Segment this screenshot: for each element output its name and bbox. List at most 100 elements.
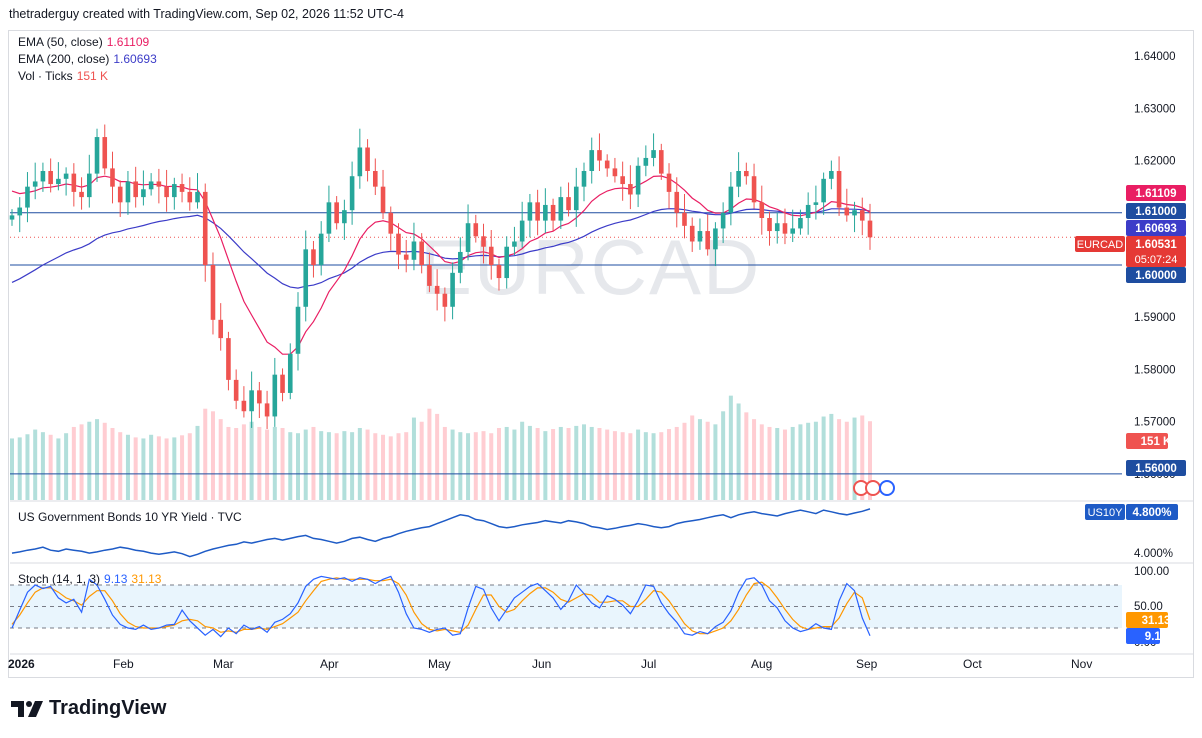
volume-bar	[110, 428, 115, 500]
legend-volume[interactable]: Vol · Ticks 151 K	[18, 69, 108, 83]
candle-body	[720, 212, 726, 229]
tradingview-logo[interactable]: TradingView	[11, 697, 166, 720]
candle-body	[172, 184, 177, 198]
candle-body	[218, 319, 224, 339]
volume-bar	[102, 422, 107, 500]
volume-bar	[419, 421, 424, 500]
candle-body	[233, 379, 239, 401]
legend-us10y[interactable]: US Government Bonds 10 YR Yield · TVC	[18, 510, 242, 524]
candle-body	[380, 186, 386, 213]
candle-body	[133, 181, 138, 198]
volume-bar	[187, 433, 192, 500]
volume-bar	[334, 433, 339, 500]
candle-body	[836, 171, 842, 208]
volume-bar	[365, 429, 370, 500]
volume-bar	[504, 426, 509, 500]
time-axis-label: Nov	[1071, 657, 1092, 671]
volume-bar	[234, 428, 239, 500]
candle-body	[141, 189, 146, 198]
volume-bar	[744, 412, 749, 500]
volume-bar	[319, 431, 324, 500]
time-axis-label: Mar	[213, 657, 234, 671]
legend-volume-value: 151 K	[76, 69, 109, 83]
volume-bar	[64, 433, 69, 500]
candle-body	[805, 204, 811, 218]
chart-frame	[8, 30, 1194, 678]
candle-body	[32, 181, 38, 187]
candle-body	[852, 210, 857, 216]
candle-body	[342, 210, 347, 224]
candle-body	[782, 223, 788, 234]
candle-body	[751, 176, 757, 203]
candle-body	[94, 137, 100, 174]
volume-bar	[156, 436, 161, 500]
ema200-line	[11, 208, 871, 289]
volume-bar	[512, 429, 517, 500]
volume-badge-bg	[1126, 433, 1168, 449]
us10y-value-badge-bg	[1126, 504, 1178, 520]
time-axis-label: Jul	[641, 657, 656, 671]
time-axis-label: Oct	[963, 657, 982, 671]
candle-body	[558, 197, 564, 221]
candle-body	[226, 338, 231, 380]
candle-body	[179, 184, 185, 192]
candle-body	[481, 236, 486, 247]
volume-bar	[195, 425, 200, 500]
volume-badge: 151 K	[1141, 436, 1172, 448]
candle-body	[821, 178, 826, 203]
volume-bar	[450, 429, 455, 500]
volume-bar	[133, 437, 138, 500]
legend-ema200[interactable]: EMA (200, close) 1.60693	[18, 52, 157, 66]
volume-bar	[404, 432, 409, 500]
volume-bar	[775, 428, 780, 500]
candle-body	[388, 212, 394, 234]
tradingview-logo-icon	[11, 700, 43, 717]
volume-bar	[265, 429, 270, 500]
volume-bar	[180, 435, 185, 500]
legend-stoch-k-value: 9.13	[104, 572, 128, 586]
candle-body	[790, 228, 796, 234]
candle-body	[728, 186, 734, 213]
volume-bar	[667, 429, 672, 500]
stoch-tick-label: 50.00	[1134, 601, 1163, 613]
volume-bar	[612, 431, 617, 500]
candle-body	[550, 204, 556, 221]
candle-body	[535, 202, 540, 221]
candle-body	[736, 171, 741, 187]
candle-body	[365, 147, 370, 171]
candle-body	[581, 171, 587, 187]
time-axis-label: Sep	[856, 657, 878, 671]
candle-body	[589, 150, 595, 171]
volume-bar	[33, 429, 38, 500]
price-tick-label: 1.62000	[1134, 156, 1176, 168]
time-axis-label: Feb	[113, 657, 134, 671]
ema200-price-badge: 1.60693	[1135, 223, 1177, 235]
candle-body	[744, 171, 749, 177]
volume-bar	[543, 431, 548, 500]
volume-bar	[752, 419, 757, 500]
volume-bar	[806, 422, 811, 500]
us10y-line	[11, 508, 871, 558]
volume-bar	[56, 438, 61, 500]
volume-bar	[705, 421, 710, 500]
volume-bar	[798, 424, 803, 500]
volume-bar	[249, 421, 254, 500]
candle-body	[658, 150, 664, 174]
candle-body	[156, 181, 162, 187]
legend-ema50[interactable]: EMA (50, close) 1.61109	[18, 35, 149, 49]
stoch-k-badge-bg	[1126, 628, 1160, 644]
volume-bar	[141, 438, 146, 500]
volume-bar	[388, 436, 393, 500]
candle-body	[713, 228, 718, 250]
candle-body	[635, 165, 641, 195]
candle-body	[689, 225, 695, 242]
volume-bar	[350, 432, 355, 500]
volume-bar	[218, 419, 223, 500]
current-price-badge: 1.60531	[1135, 239, 1177, 251]
legend-stoch[interactable]: Stoch (14, 1, 3) 9.13 31.13	[18, 572, 161, 586]
volume-bar	[837, 419, 842, 500]
volume-bar	[79, 424, 84, 500]
volume-bar	[496, 428, 501, 500]
candle-body	[612, 168, 618, 177]
